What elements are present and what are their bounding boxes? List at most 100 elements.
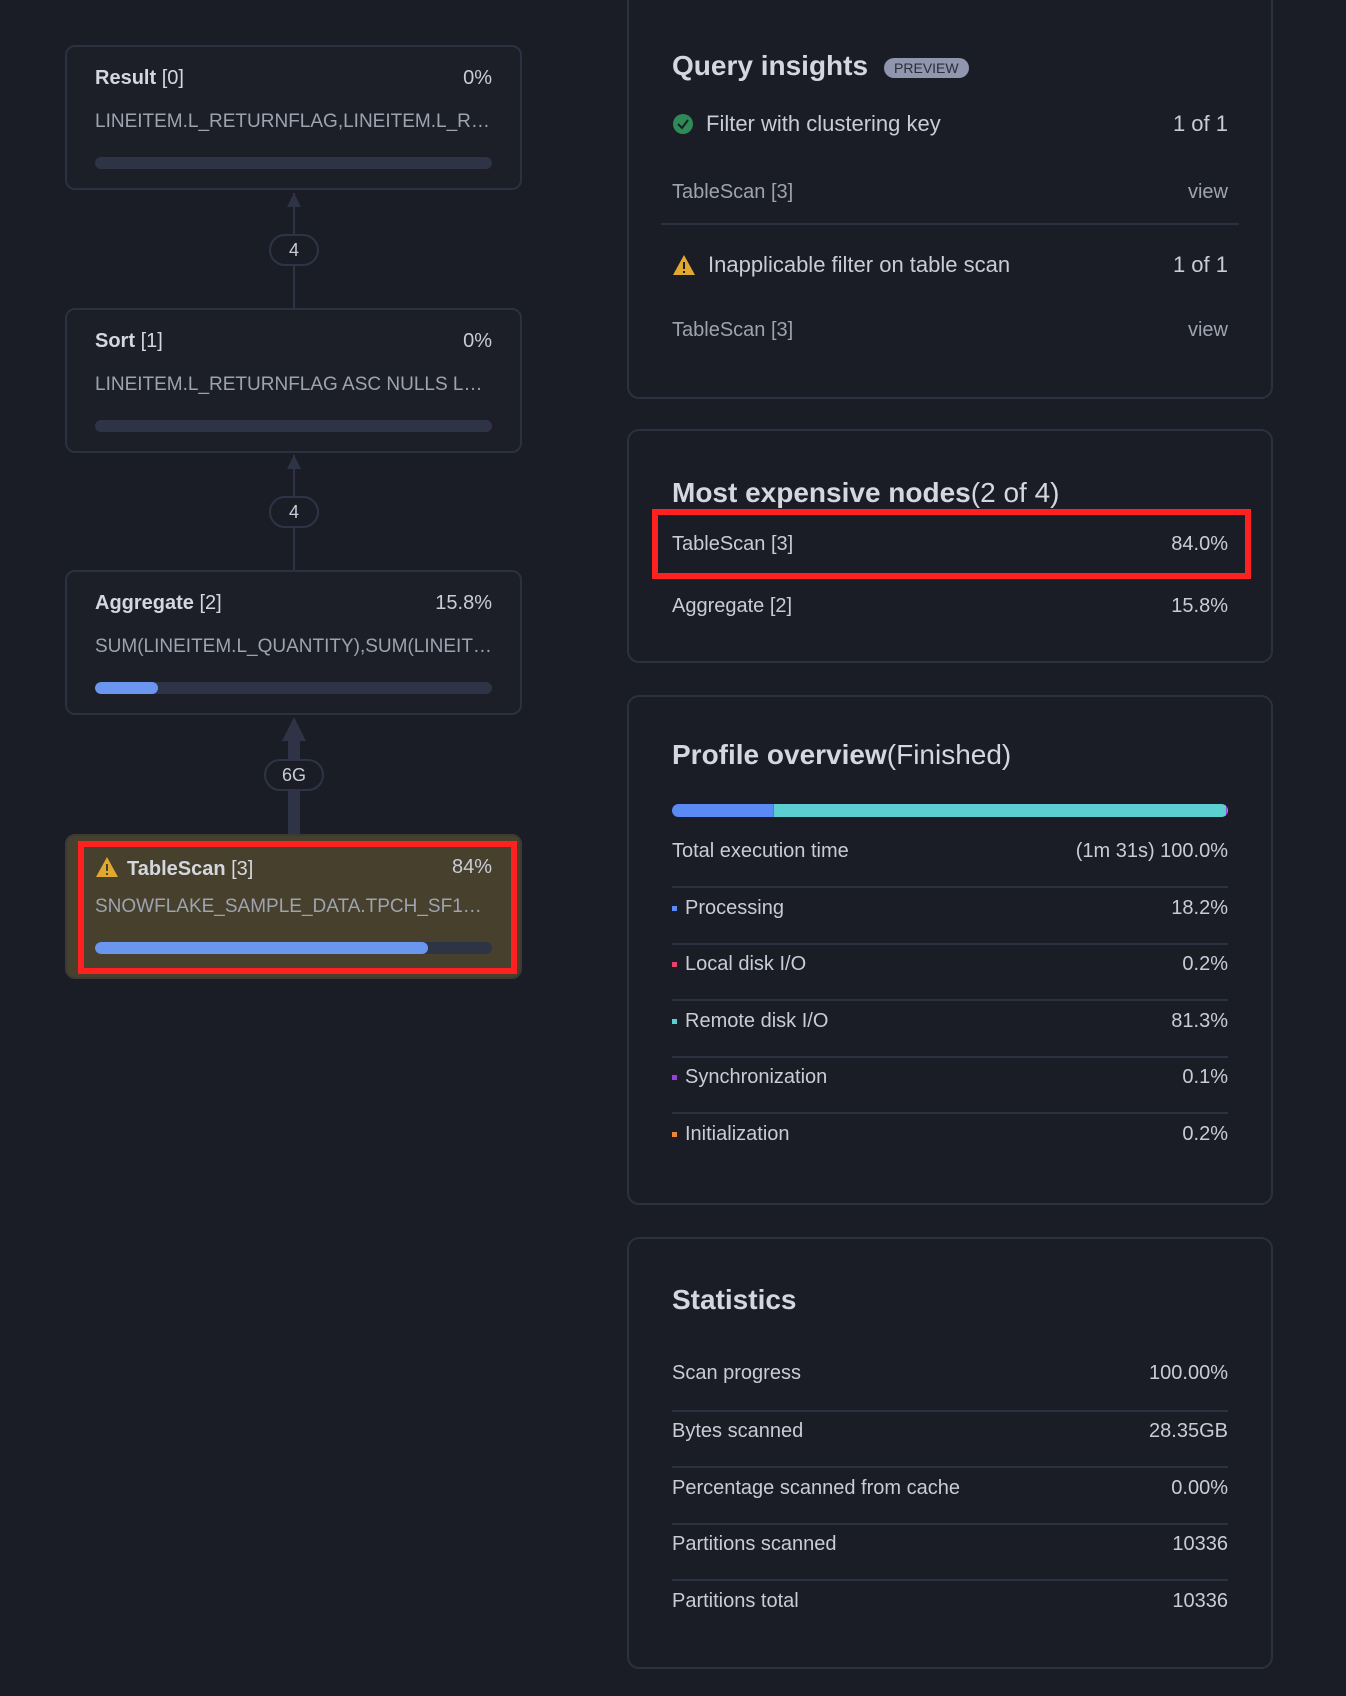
bar-segment	[774, 804, 1227, 817]
panel-subtitle: (2 of 4)	[970, 477, 1060, 508]
row-value: 15.8%	[1171, 594, 1228, 617]
row-label: Aggregate [2]	[672, 594, 793, 617]
preview-badge: PREVIEW	[884, 57, 969, 78]
node-percent: 84%	[451, 856, 492, 878]
insight-item[interactable]: Filter with clustering key 1 of 1	[672, 104, 1228, 144]
row-value: 10336	[1172, 1533, 1228, 1555]
progress-fill	[95, 682, 158, 694]
row-label: Bytes scanned	[672, 1420, 804, 1442]
panel-title: Query insights	[672, 50, 869, 81]
arrow-icon	[282, 717, 306, 741]
node-name: TableScan	[127, 858, 226, 880]
profile-row: Initialization 0.2%	[672, 1112, 1228, 1154]
bar-segment	[773, 804, 775, 817]
node-tablescan[interactable]: TableScan [3] 84% SNOWFLAKE_SAMPLE_DATA.…	[65, 834, 522, 979]
insight-count: 1 of 1	[1172, 111, 1228, 136]
row-label: Local disk I/O	[685, 953, 807, 975]
query-insights-panel: Query insights PREVIEW Filter with cluste…	[627, 0, 1273, 399]
execution-time-bar	[672, 804, 1228, 817]
statistic-row: Partitions scanned 10336	[672, 1522, 1228, 1565]
node-percent: 0%	[463, 330, 492, 352]
node-id: [0]	[161, 67, 184, 89]
row-value: 0.2%	[1182, 1122, 1228, 1145]
row-label: Partitions total	[672, 1589, 799, 1612]
row-value: 0.1%	[1182, 1066, 1228, 1088]
row-value: 100.00%	[1149, 1361, 1228, 1384]
edge-label: 4	[269, 234, 319, 266]
insight-count: 1 of 1	[1172, 252, 1228, 277]
row-label: Total execution time	[672, 839, 849, 862]
node-name: Result	[95, 67, 157, 89]
most-expensive-nodes-panel: Most expensive nodes(2 of 4) TableScan […	[627, 429, 1273, 663]
legend-dot-icon	[672, 962, 677, 968]
profile-status: (Finished)	[886, 739, 1012, 770]
row-label: Initialization	[685, 1122, 790, 1145]
legend-dot-icon	[672, 905, 677, 911]
row-value: 0.00%	[1171, 1476, 1228, 1499]
node-sort[interactable]: Sort [1] 0% LINEITEM.L_RETURNFLAG ASC NU…	[65, 308, 522, 453]
warning-icon	[96, 857, 118, 877]
statistics-panel: Statistics Scan progress 100.00% Bytes sca…	[627, 1237, 1273, 1669]
node-percent: 15.8%	[435, 592, 492, 614]
edge-label: 6G	[264, 759, 324, 791]
progress-fill	[95, 942, 429, 954]
node-progress-bar	[95, 942, 492, 954]
divider	[661, 223, 1239, 225]
edge-label: 4	[269, 496, 319, 528]
profile-row: Remote disk I/O 81.3%	[672, 999, 1228, 1041]
profile-overview-panel: Profile overview(Finished) Total executi…	[627, 695, 1273, 1205]
bar-segment	[1226, 804, 1228, 817]
node-name: Sort	[95, 330, 135, 352]
node-progress-bar	[95, 157, 492, 169]
node-progress-bar	[95, 420, 492, 432]
row-value: 81.3%	[1171, 1009, 1228, 1032]
legend-dot-icon	[672, 1018, 677, 1024]
node-id: [3]	[231, 858, 254, 880]
row-label: Synchronization	[685, 1066, 828, 1088]
row-label: Scan progress	[672, 1361, 801, 1384]
panel-title: Profile overview	[672, 739, 887, 770]
highlight-box	[652, 509, 1251, 579]
node-percent: 0%	[463, 67, 492, 89]
row-value: 18.2%	[1171, 896, 1228, 919]
node-name: Aggregate	[95, 592, 194, 614]
node-detail: SUM(LINEITEM.L_QUANTITY),SUM(LINEITEM.L_…	[95, 636, 492, 657]
node-progress-bar	[95, 682, 492, 694]
panel-title: Statistics	[672, 1284, 797, 1315]
check-circle-icon	[673, 114, 693, 134]
insight-node-row: TableScan [3] view	[672, 310, 1228, 350]
highlight-box	[78, 841, 517, 974]
expensive-node-row[interactable]: TableScan [3] 84.0%	[672, 524, 1228, 564]
profile-row: Synchronization 0.1%	[672, 1055, 1228, 1098]
total-execution-row: Total execution time (1m 31s) 100.0%	[672, 831, 1228, 871]
profile-row: Processing 18.2%	[672, 886, 1228, 928]
view-link[interactable]: view	[1187, 180, 1228, 203]
row-value: (1m 31s) 100.0%	[1075, 839, 1228, 862]
row-label: Processing	[685, 896, 784, 919]
legend-dot-icon	[672, 1131, 677, 1137]
row-label: Partitions scanned	[672, 1533, 837, 1555]
profile-row: Local disk I/O 0.2%	[672, 942, 1228, 985]
view-link[interactable]: view	[1187, 318, 1228, 341]
row-label: Percentage scanned from cache	[672, 1476, 960, 1499]
row-label: TableScan [3]	[672, 532, 794, 555]
node-result[interactable]: Result [0] 0% LINEITEM.L_RETURNFLAG,LINE…	[65, 45, 522, 190]
insight-label: Filter with clustering key	[706, 111, 941, 136]
row-label: Remote disk I/O	[685, 1009, 829, 1032]
expensive-node-row[interactable]: Aggregate [2] 15.8%	[672, 586, 1228, 626]
bar-segment	[1226, 804, 1227, 817]
insight-label: Inapplicable filter on table scan	[708, 252, 1011, 277]
insight-node-row: TableScan [3] view	[672, 172, 1228, 212]
insight-node: TableScan [3]	[672, 180, 794, 203]
insight-node: TableScan [3]	[672, 318, 794, 341]
node-aggregate[interactable]: Aggregate [2] 15.8% SUM(LINEITEM.L_QUANT…	[65, 570, 522, 715]
row-value: 10336	[1172, 1589, 1228, 1612]
node-detail: SNOWFLAKE_SAMPLE_DATA.TPCH_SF1000.LINEIT…	[95, 896, 492, 917]
arrow-icon	[287, 455, 301, 469]
insight-item[interactable]: Inapplicable filter on table scan 1 of 1	[672, 245, 1228, 285]
statistic-row: Partitions total 10336	[672, 1579, 1228, 1621]
arrow-icon	[287, 193, 301, 207]
statistic-row: Percentage scanned from cache 0.00%	[672, 1466, 1228, 1508]
statistic-row: Scan progress 100.00%	[672, 1353, 1228, 1393]
node-detail: LINEITEM.L_RETURNFLAG ASC NULLS LAST	[95, 374, 492, 395]
